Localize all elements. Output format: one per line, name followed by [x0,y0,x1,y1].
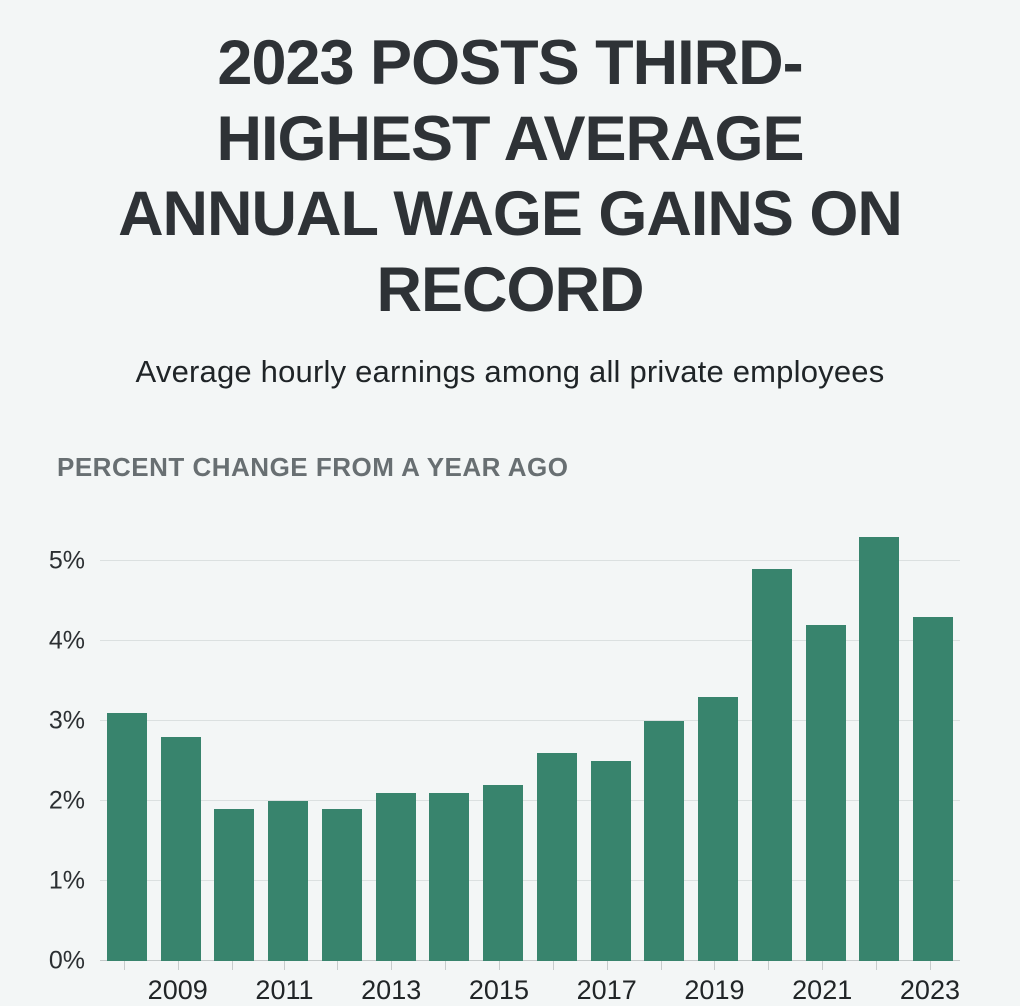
bar-2010 [214,809,255,962]
gridline-4% [100,640,960,642]
x-tick-mark [177,961,179,971]
bar-slot-2023 [906,617,960,962]
x-tick-2020 [744,961,792,1006]
x-tick-mark [714,961,716,971]
y-tick-label: 0% [48,946,85,975]
x-tick-2016 [529,961,577,1006]
x-tick-label: 2015 [468,975,529,1006]
x-tick-2018 [637,961,685,1006]
x-tick-label: 2021 [792,975,853,1006]
x-tick-mark [552,961,554,971]
x-tick-2014 [421,961,469,1006]
x-axis: 2009 2011 2013 2015 2017 2019 2021 2023 [100,961,960,1006]
y-tick-label: 5% [48,546,85,575]
gridline-3% [100,720,960,722]
gridline-5% [100,560,960,562]
x-tick-mark [876,961,878,971]
bar-slot-2015 [476,785,530,962]
x-tick-mark [822,961,824,971]
x-tick-label: 2017 [576,975,637,1006]
x-tick-mark [606,961,608,971]
x-tick-2022 [852,961,900,1006]
bar-2023 [913,617,953,962]
x-tick-mark [284,961,286,971]
bar-slot-2010 [208,809,262,962]
bar-2008 [106,713,147,962]
bar-2020 [751,569,792,962]
chart-subtitle: Average hourly earnings among all privat… [135,354,885,390]
bar-slot-2019 [691,697,745,962]
x-tick-mark [768,961,770,971]
bar-slot-2013 [369,793,423,962]
x-tick-label: 2011 [255,975,314,1006]
x-tick-label: 2013 [361,975,422,1006]
bar-2012 [321,809,362,962]
y-tick-label: 4% [48,626,85,655]
bar-slot-2020 [745,569,799,962]
x-tick-mark [231,961,233,971]
bar-slot-2012 [315,809,369,962]
bar-2019 [698,697,738,962]
x-tick-2012 [313,961,361,1006]
gridline-2% [100,800,960,802]
bar-2018 [644,721,685,962]
x-tick-mark [929,961,931,971]
x-tick-2021: 2021 [792,961,852,1006]
bar-2015 [483,785,523,962]
x-tick-2015: 2015 [469,961,529,1006]
y-tick-label: 1% [48,866,85,895]
bar-2013 [375,793,416,962]
x-tick-2017: 2017 [577,961,637,1006]
x-tick-mark [660,961,662,971]
bar-2014 [429,793,470,962]
bar-2022 [859,537,900,962]
x-tick-2009: 2009 [148,961,208,1006]
y-axis-title: PERCENT CHANGE FROM A YEAR AGO [57,452,569,483]
x-tick-mark [337,961,339,971]
x-tick-2008 [100,961,148,1006]
x-tick-label: 2023 [899,975,960,1006]
x-tick-label: 2009 [147,975,208,1006]
bar-2016 [536,753,577,962]
x-tick-2023: 2023 [900,961,960,1006]
bar-2021 [805,625,846,962]
chart-title: 2023 POSTS THIRD-HIGHEST AVERAGE ANNUAL … [118,28,903,325]
y-tick-label: 3% [48,706,85,735]
x-tick-mark [445,961,447,971]
x-tick-2010 [208,961,256,1006]
bar-slot-2016 [530,753,584,962]
x-tick-label: 2019 [684,975,745,1006]
x-tick-2011: 2011 [255,961,313,1006]
bar-series [100,521,960,962]
bar-slot-2011 [261,801,315,962]
bar-2009 [160,737,201,962]
bar-slot-2009 [154,737,208,962]
bar-slot-2008 [100,713,154,962]
gridline-0% [100,960,960,962]
x-tick-mark [123,961,125,971]
bar-slot-2014 [423,793,477,962]
x-tick-mark [391,961,393,971]
bar-slot-2022 [853,537,907,962]
x-tick-2019: 2019 [684,961,744,1006]
x-tick-2013: 2013 [361,961,421,1006]
x-tick-mark [498,961,500,971]
bar-slot-2021 [799,625,853,962]
bar-slot-2017 [584,761,638,962]
bar-slot-2018 [638,721,692,962]
bar-2017 [590,761,631,962]
gridline-1% [100,880,960,882]
bar-2011 [268,801,308,962]
y-tick-label: 2% [48,786,85,815]
bar-chart: PERCENT CHANGE FROM A YEAR AGO 0% 1% 2% 3% 4… [0,452,1020,1006]
plot-area: 0% 1% 2% 3% 4% 5% [49,521,960,975]
